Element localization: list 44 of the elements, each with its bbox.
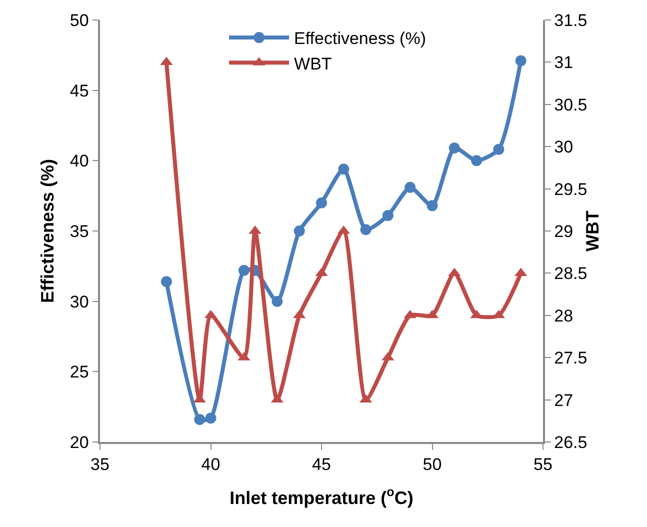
- y-tick-label: 45: [70, 81, 89, 100]
- y2-tick-label: 30.5: [554, 95, 588, 114]
- y2-tick-label: 28: [554, 306, 574, 326]
- y-tick-label: 40: [70, 152, 89, 171]
- y-tick-label: 50: [70, 10, 89, 30]
- y2-tick-label: 31: [554, 53, 574, 72]
- y2-tick-label: 27.5: [554, 348, 588, 368]
- y2-axis-title: WBT: [582, 210, 602, 252]
- point: [205, 412, 216, 424]
- legend-label: Effectiveness (%): [294, 29, 426, 48]
- y-axis-title: Effictiveness (%): [38, 158, 58, 304]
- x-tick-label: 40: [201, 455, 220, 474]
- x-tick-label: 55: [534, 455, 552, 474]
- x-tick-label: 45: [312, 455, 331, 474]
- x-axis-title: Inlet temperature ($^{o}$C): [230, 485, 414, 508]
- point: [338, 164, 350, 175]
- y-tick-label: 25: [70, 362, 89, 382]
- point: [515, 55, 526, 66]
- point: [160, 276, 172, 288]
- point: [272, 296, 283, 307]
- y-tick-label: 30: [70, 292, 89, 312]
- x-tick-label: 35: [90, 455, 110, 474]
- point: [316, 197, 327, 208]
- point: [294, 226, 305, 236]
- point: [238, 264, 250, 276]
- y2-tick-label: 30: [554, 138, 574, 157]
- y2-tick-label: 31.5: [554, 10, 588, 30]
- y2-tick-label: 27: [554, 390, 574, 410]
- point: [426, 200, 438, 212]
- point: [360, 224, 372, 236]
- point: [382, 210, 394, 222]
- y-tick-label: 35: [70, 222, 89, 241]
- point: [194, 414, 206, 425]
- y2-tick-label: 29.5: [554, 180, 588, 199]
- y-tick-label: 20: [70, 432, 89, 452]
- y2-tick-label: 28.5: [554, 264, 588, 284]
- point: [448, 142, 460, 154]
- y2-tick-label: 26.5: [554, 432, 588, 452]
- point: [471, 155, 482, 166]
- point: [404, 182, 416, 193]
- point: [493, 144, 504, 155]
- x-tick-label: 50: [422, 455, 442, 474]
- y2-tick-label: 29: [554, 222, 574, 241]
- legend-label: WBT: [294, 54, 332, 74]
